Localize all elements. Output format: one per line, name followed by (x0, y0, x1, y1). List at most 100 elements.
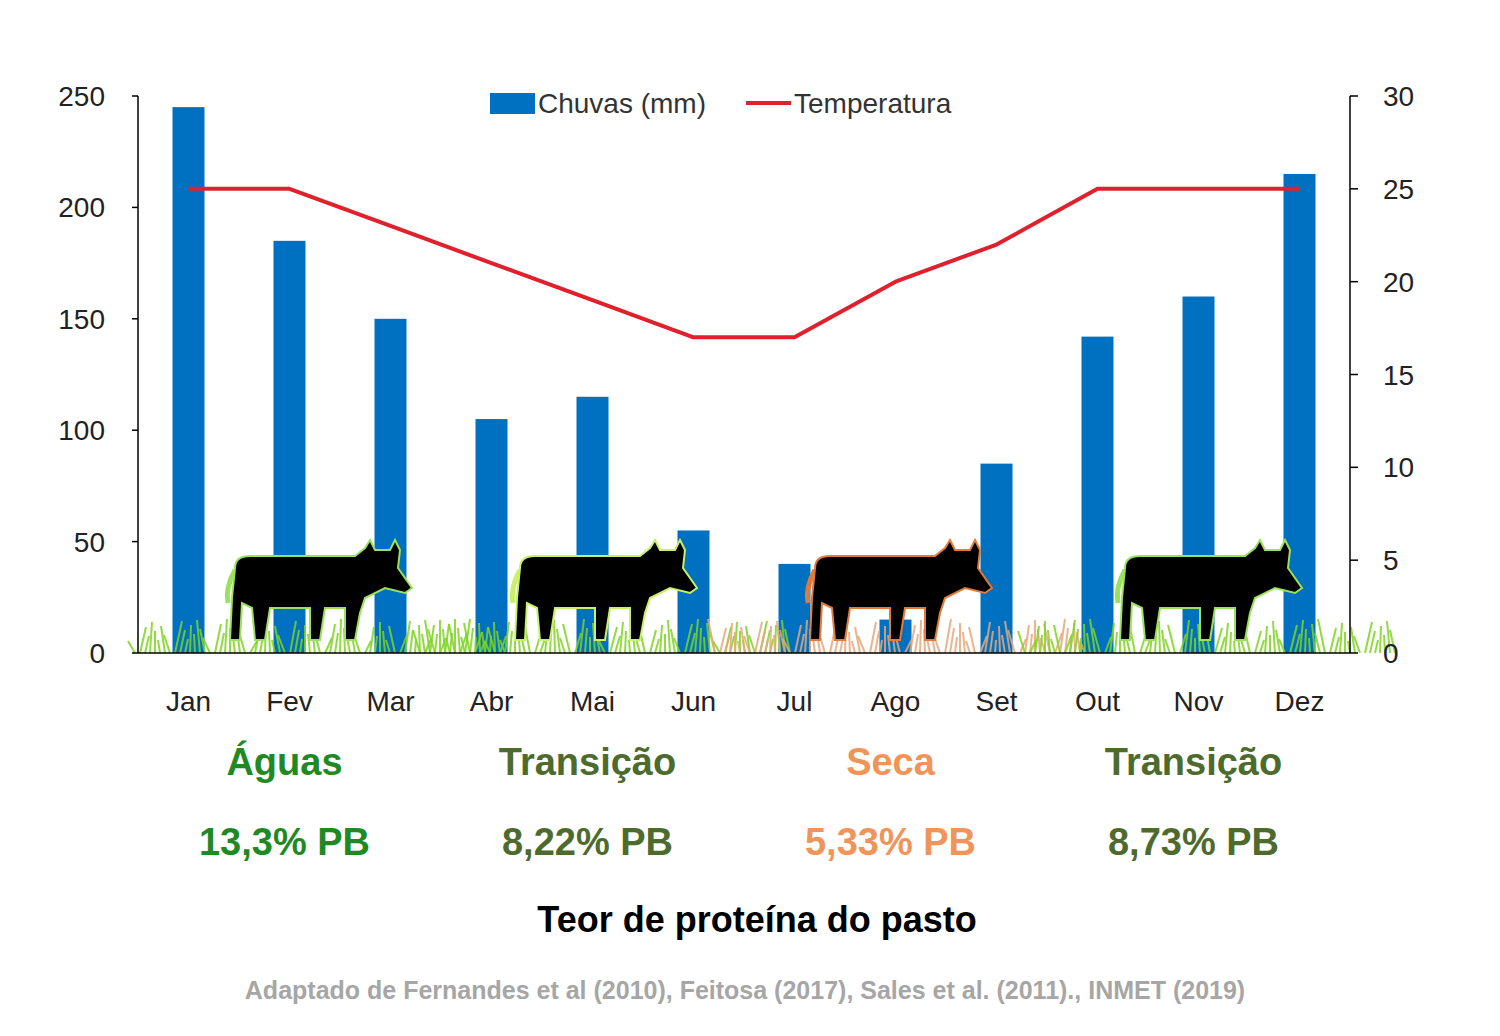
grass (1035, 626, 1039, 653)
cow (227, 540, 412, 640)
cow-body (515, 540, 697, 640)
cow (1117, 540, 1302, 640)
grass (465, 619, 470, 653)
axes: 050100150200250051015202530JanFevMarAbrM… (58, 81, 1414, 717)
grass (725, 637, 729, 653)
y2-tick (1350, 281, 1358, 283)
grass (1087, 633, 1090, 653)
season-protein: 8,22% PB (502, 821, 673, 863)
grass (410, 630, 413, 653)
grass (1185, 620, 1189, 653)
x-tick-label: Jul (777, 686, 813, 717)
grass (439, 620, 441, 653)
grass (985, 622, 990, 653)
y2-tick-label: 5 (1383, 545, 1399, 576)
grass (203, 638, 210, 653)
grass (458, 628, 460, 653)
grass (488, 627, 495, 653)
grass (995, 640, 996, 653)
grass (128, 641, 135, 653)
grass (775, 625, 776, 653)
season-label: Transição (1105, 741, 1282, 783)
rain-bar (476, 419, 508, 653)
grass (1344, 632, 1346, 653)
y-tick (132, 207, 138, 209)
plot-area (173, 107, 1316, 653)
grass (668, 620, 670, 653)
grass (185, 639, 188, 653)
grass (505, 622, 509, 653)
y2-tick (1350, 652, 1358, 654)
grass (510, 631, 512, 653)
grass (910, 625, 915, 653)
grass (1070, 620, 1075, 653)
grass (220, 633, 224, 653)
grass (1300, 620, 1303, 653)
grass (690, 633, 695, 653)
grass (1380, 626, 1381, 653)
y-tick-label: 50 (74, 527, 105, 558)
background (0, 0, 1500, 1036)
grass (405, 621, 410, 653)
grass (1234, 641, 1235, 653)
grass (760, 631, 765, 653)
cow (512, 540, 697, 640)
x-axis-line (138, 652, 1350, 654)
legend-swatch (490, 93, 535, 114)
grass (580, 619, 584, 653)
grass (880, 640, 882, 653)
x-tick-label: Ago (871, 686, 921, 717)
grass (269, 631, 270, 653)
temperature-line (189, 189, 1300, 338)
grass (1340, 623, 1342, 653)
grass (370, 627, 374, 653)
y2-tick-label: 10 (1383, 452, 1414, 483)
grass (1162, 630, 1165, 653)
grass (422, 634, 425, 653)
grass (1165, 639, 1170, 653)
x-tick-label: Out (1075, 686, 1120, 717)
grass (849, 632, 850, 653)
season-protein: 5,33% PB (805, 821, 976, 863)
grass (1295, 634, 1300, 653)
grass (1159, 621, 1160, 653)
grass (1225, 623, 1228, 653)
grass (875, 631, 879, 653)
grass (1375, 640, 1378, 653)
grass (435, 634, 437, 653)
grass (1265, 626, 1267, 653)
grass (777, 621, 780, 653)
grass (560, 638, 565, 653)
grass (1075, 629, 1078, 653)
grass (1044, 621, 1046, 653)
grass (479, 623, 480, 653)
grass (920, 620, 921, 653)
grass (1194, 638, 1196, 653)
y-tick-label: 0 (89, 638, 105, 669)
grass (955, 637, 957, 653)
grass (1190, 629, 1192, 653)
season-protein: 13,3% PB (199, 821, 370, 863)
grass (1230, 632, 1231, 653)
grass (674, 638, 680, 653)
cow-body (230, 540, 412, 640)
source: Adaptado de Fernandes et al (2010), Feit… (245, 976, 1245, 1004)
grass (858, 636, 865, 653)
grass (1273, 621, 1275, 653)
grass (1110, 623, 1114, 653)
grass (744, 636, 750, 653)
grass (1335, 637, 1339, 653)
cow (807, 540, 992, 640)
y-tick-label: 250 (58, 81, 105, 112)
grass (272, 640, 275, 653)
grass (704, 637, 705, 653)
grass (1312, 624, 1315, 653)
grass (190, 625, 191, 653)
grass (1318, 619, 1325, 653)
grass (708, 619, 715, 653)
grass (915, 634, 918, 653)
season-label: Águas (226, 740, 342, 783)
grass (145, 636, 149, 653)
cow-body (1120, 540, 1302, 640)
grass (475, 637, 476, 653)
